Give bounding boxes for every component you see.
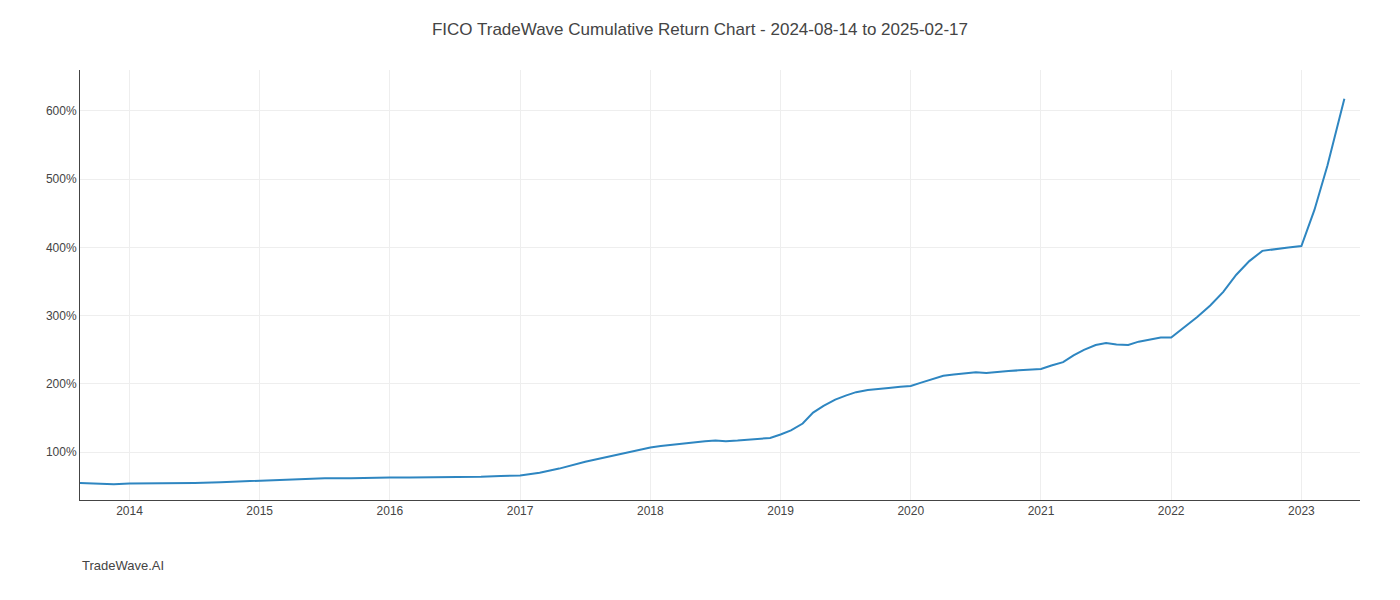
svg-text:200%: 200% xyxy=(46,377,77,391)
svg-text:400%: 400% xyxy=(46,241,77,255)
svg-text:2020: 2020 xyxy=(897,504,924,518)
svg-text:TradeWave.AI: TradeWave.AI xyxy=(82,558,164,573)
svg-text:300%: 300% xyxy=(46,309,77,323)
svg-text:2018: 2018 xyxy=(637,504,664,518)
svg-text:2017: 2017 xyxy=(507,504,534,518)
svg-text:100%: 100% xyxy=(46,445,77,459)
svg-text:2015: 2015 xyxy=(246,504,273,518)
svg-text:2021: 2021 xyxy=(1028,504,1055,518)
svg-text:600%: 600% xyxy=(46,104,77,118)
svg-text:500%: 500% xyxy=(46,172,77,186)
svg-text:2023: 2023 xyxy=(1288,504,1315,518)
svg-text:2014: 2014 xyxy=(116,504,143,518)
svg-text:2022: 2022 xyxy=(1158,504,1185,518)
svg-text:2016: 2016 xyxy=(377,504,404,518)
svg-text:FICO TradeWave Cumulative Retu: FICO TradeWave Cumulative Return Chart -… xyxy=(432,20,968,39)
svg-text:2019: 2019 xyxy=(767,504,794,518)
